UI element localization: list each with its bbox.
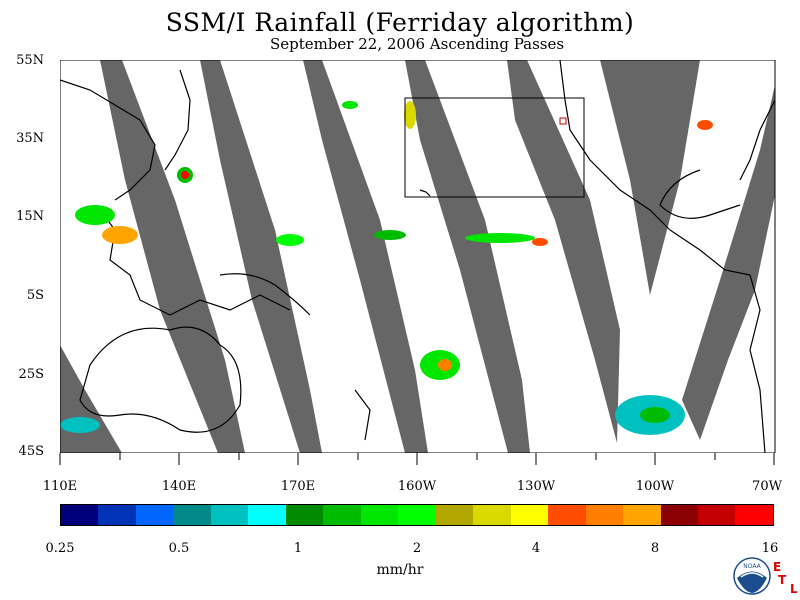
rain-patch [640,407,670,423]
colorbar-segment [735,505,773,525]
lat-label-35n: 35N [16,131,44,146]
coastline-hawaii [419,189,431,197]
colorbar-segment [360,505,399,525]
lat-label-25s: 25S [18,367,44,382]
colorbar [60,504,774,526]
coastline-gulf [659,169,741,219]
etl-letter-l: L [790,582,798,596]
lon-label-170e: 170E [280,479,316,494]
colorbar-segment [323,505,361,525]
lon-label-110e: 110E [42,479,78,494]
lon-label-140e: 140E [161,479,197,494]
coastline-asia [60,79,156,201]
lat-label-5s: 5S [26,288,44,303]
coastline-maritime [99,209,291,316]
swath-gap [507,60,620,443]
marker-square [559,117,567,125]
rain-patch [374,230,406,240]
swath-gap [600,60,700,295]
highlight-box [404,97,585,198]
rain-patch [697,120,713,130]
coastline-new-zealand [354,389,371,441]
colorbar-segment [510,505,549,525]
coastline-new-guinea [219,273,311,316]
swath-gap [60,180,122,453]
lat-label-45s: 45S [18,444,44,459]
lat-label-55n: 55N [16,53,44,68]
swath-gaps [60,60,775,453]
colorbar-tick-16: 16 [761,541,779,556]
colorbar-units: mm/hr [376,562,424,578]
colorbar-segment [173,505,211,525]
colorbar-segment [548,505,586,525]
colorbar-tick-0.5: 0.5 [168,541,190,556]
colorbar-segment [210,505,249,525]
coastline-south-america [749,274,766,453]
rain-patch [465,233,535,243]
coastlines [60,60,775,453]
map-title: SSM/I Rainfall (Ferriday algorithm) [165,8,635,37]
colorbar-segment [61,505,99,525]
rain-patch [438,359,452,371]
swath-gap [303,60,428,453]
colorbar-segment [623,505,661,525]
colorbar-segment [98,505,136,525]
colorbar-segment [398,505,436,525]
swath-gap [100,60,245,453]
colorbar-tick-8: 8 [650,541,660,556]
lon-label-130w: 130W [516,479,556,494]
colorbar-segment [248,505,286,525]
rainfall-map [60,60,776,453]
swath-gap [200,60,322,453]
coastline-north-america-west [559,60,671,231]
coastline-japan [164,69,191,171]
colorbar-segment [435,505,474,525]
noaa-logo-text: NOAA [743,563,761,570]
rain-patch [404,101,416,129]
noaa-logo: NOAA [733,557,771,595]
coastline-north-america-east [739,99,775,181]
etl-letter-t: T [778,573,787,587]
map-frame [60,60,776,453]
rain-patch [181,171,189,179]
etl-letter-e: E [773,560,782,574]
colorbar-segment [135,505,174,525]
swath-gap [405,60,530,453]
lon-label-160w: 160W [397,479,437,494]
colorbar-tick-4: 4 [531,541,541,556]
colorbar-tick-2: 2 [412,541,422,556]
rain-patch [276,234,304,246]
colorbar-tick-0.25: 0.25 [45,541,75,556]
map-subtitle: September 22, 2006 Ascending Passes [269,35,565,53]
coastline-central-america [669,229,751,276]
colorbar-segment [697,505,736,525]
colorbar-segment [660,505,698,525]
lon-label-100w: 100W [635,479,675,494]
rain-patch [532,238,548,246]
lon-label-70w: 70W [752,479,782,494]
rain-patches [60,101,713,435]
lon-ticks [59,453,775,465]
swath-gap [682,85,775,440]
colorbar-segment [473,505,511,525]
rain-patch [60,417,100,433]
lat-label-15n: 15N [16,209,44,224]
colorbar-tick-1: 1 [293,541,303,556]
colorbar-segment [285,505,324,525]
rain-patch [75,205,115,225]
rain-patch [102,226,138,244]
coastline-australia [79,326,242,433]
rain-patch [342,101,358,109]
colorbar-segment [585,505,624,525]
